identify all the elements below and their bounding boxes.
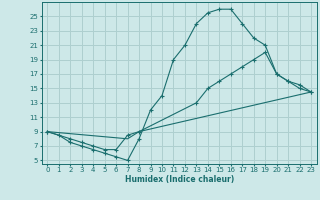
X-axis label: Humidex (Indice chaleur): Humidex (Indice chaleur) bbox=[124, 175, 234, 184]
